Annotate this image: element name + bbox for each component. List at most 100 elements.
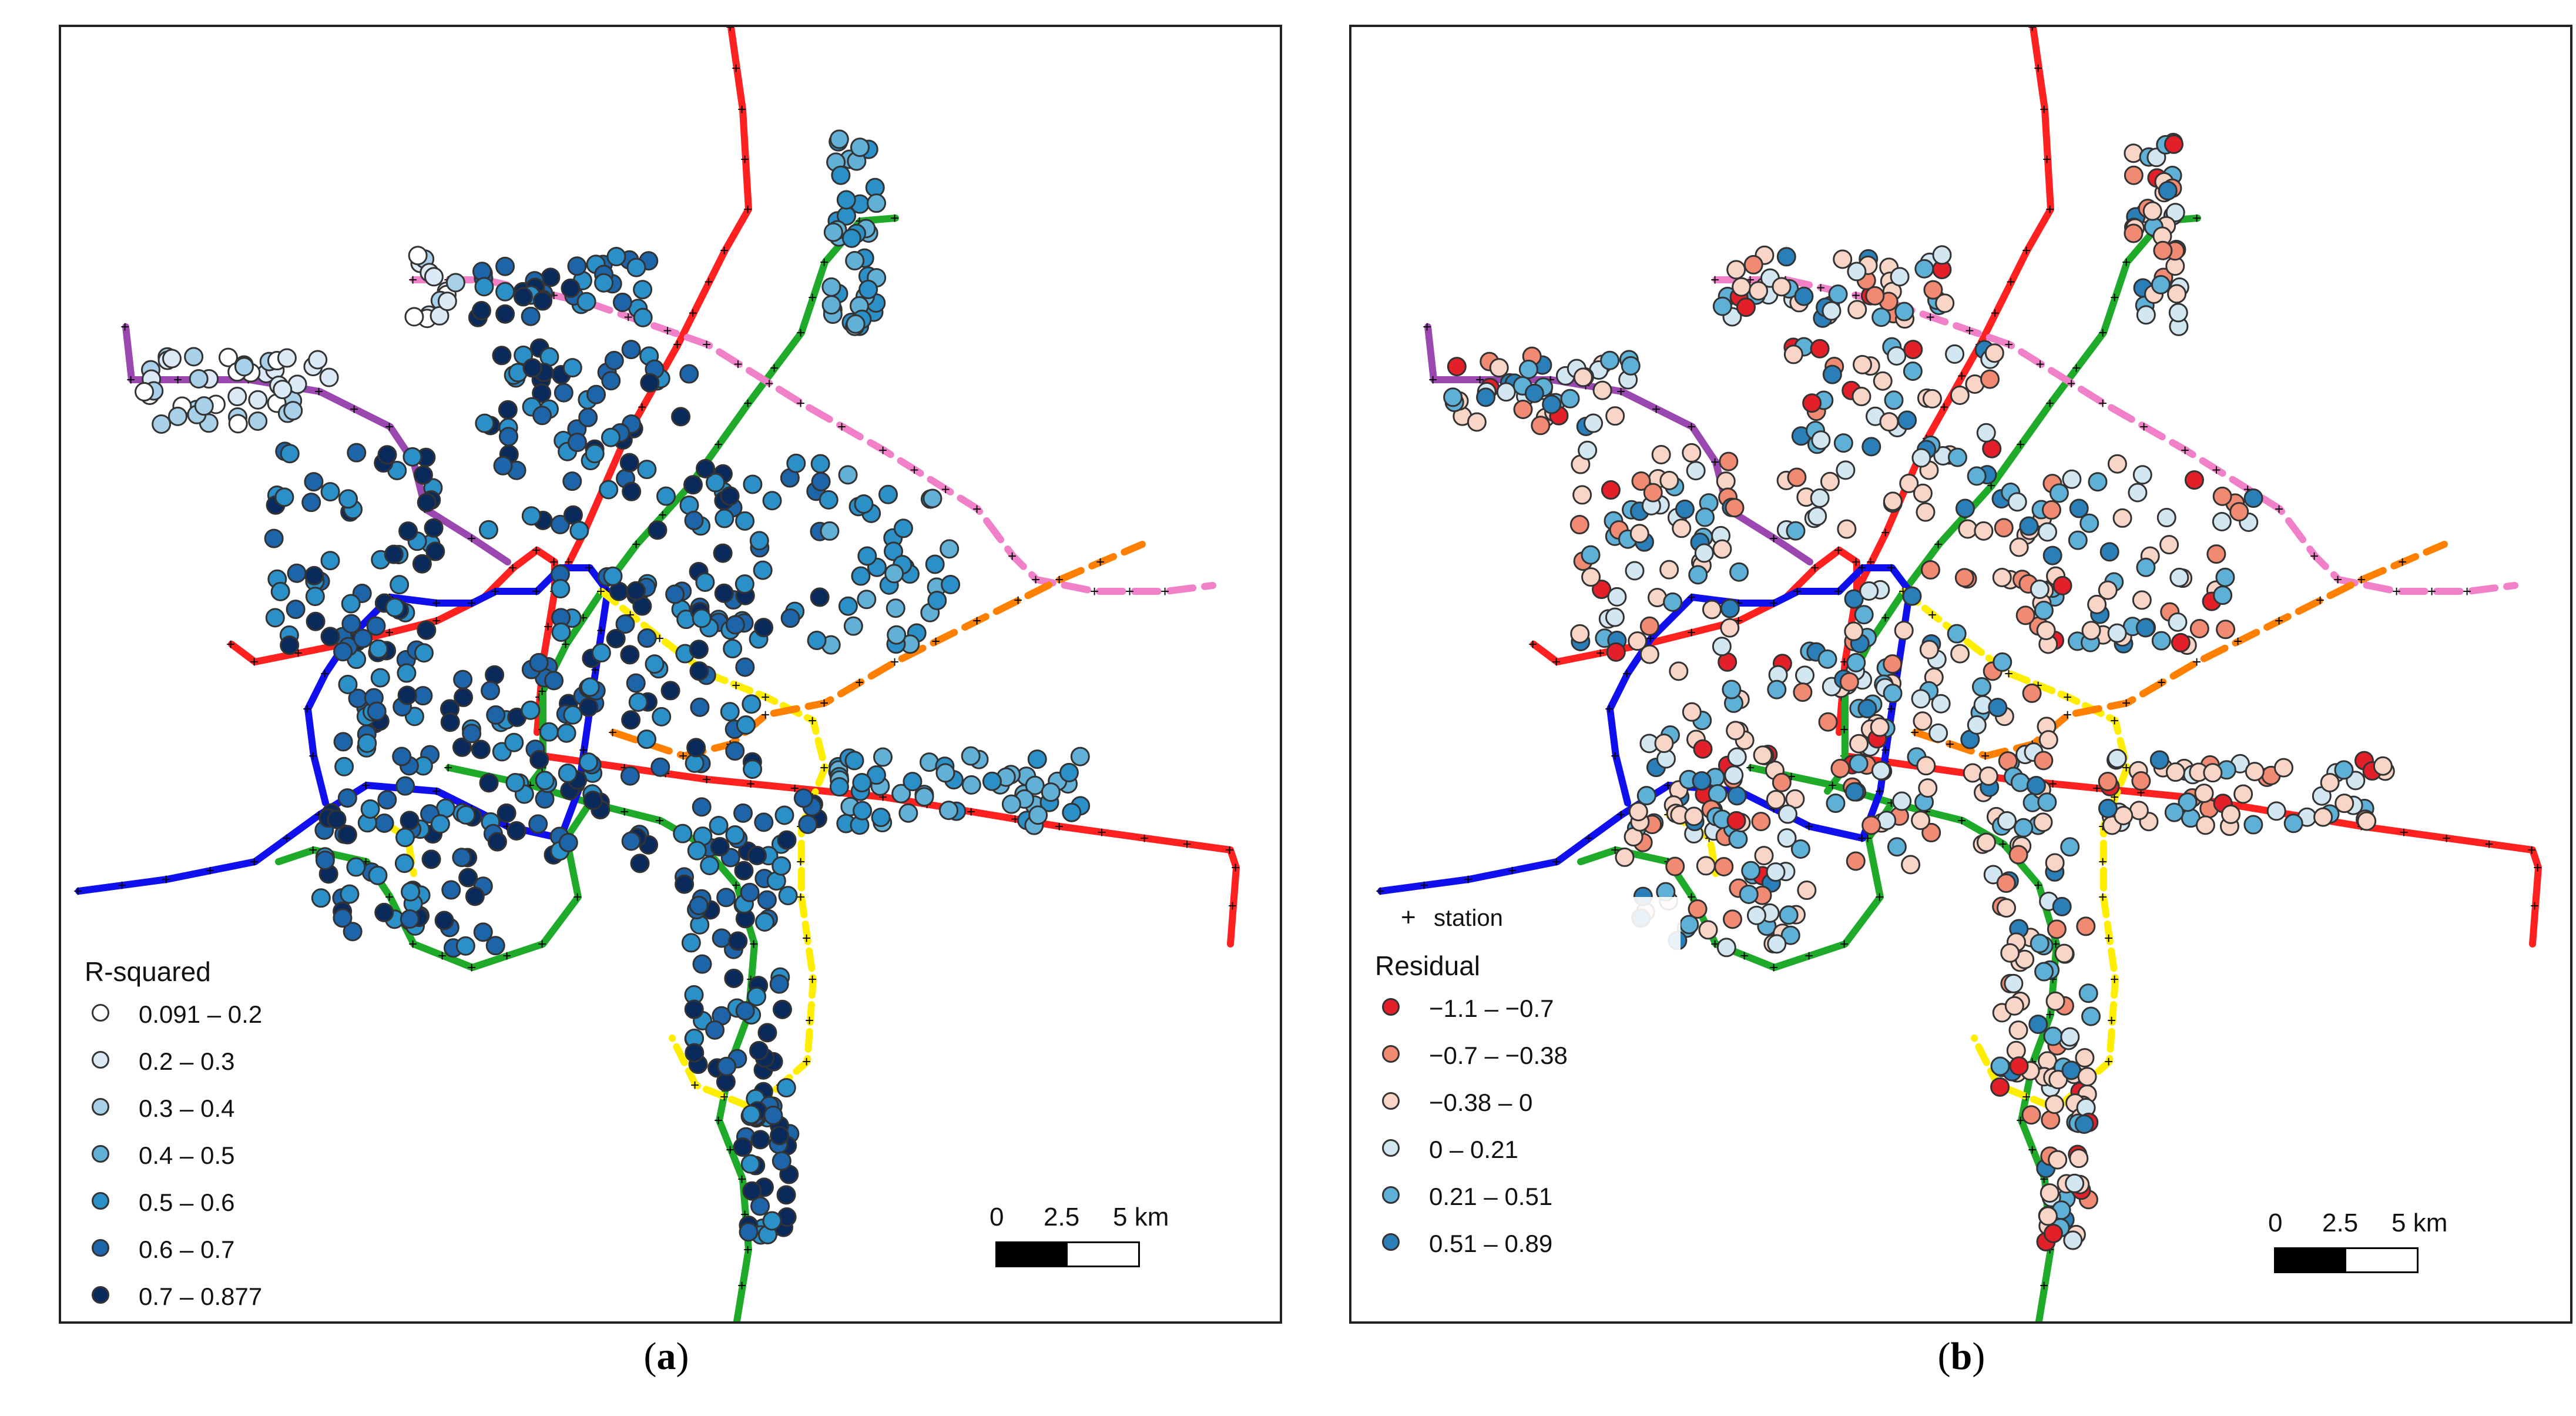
- station-marker: +: [2110, 289, 2119, 306]
- observation-point: [1605, 607, 1625, 627]
- observation-point: [750, 1130, 770, 1150]
- station-marker: +: [2022, 1088, 2031, 1106]
- observation-point: [2065, 1173, 2085, 1193]
- observation-point: [2014, 818, 2034, 838]
- observation-point: [1524, 383, 1544, 403]
- observation-point: [2165, 203, 2185, 223]
- observation-point: [280, 444, 300, 464]
- observation-point: [1767, 679, 1787, 699]
- observation-point: [1990, 1056, 2010, 1076]
- observation-point: [1853, 354, 1873, 374]
- observation-point: [395, 776, 415, 796]
- station-marker: +: [714, 436, 723, 453]
- observation-point: [452, 737, 472, 757]
- observation-point: [1947, 447, 1967, 467]
- station-marker: +: [1881, 524, 1890, 541]
- observation-point: [333, 908, 353, 928]
- station-marker: +: [2192, 653, 2201, 671]
- station-marker: +: [2016, 436, 2025, 453]
- station-marker: +: [941, 481, 950, 498]
- station-marker: +: [2022, 242, 2031, 259]
- observation-point: [504, 732, 524, 752]
- observation-point: [2128, 483, 2148, 503]
- observation-point: [1920, 560, 1940, 580]
- observation-point: [633, 280, 653, 300]
- observation-point: [2153, 240, 2173, 260]
- observation-point: [437, 292, 457, 312]
- observation-point: [270, 581, 290, 601]
- observation-point: [887, 625, 907, 645]
- observation-point: [458, 868, 478, 888]
- observation-point: [440, 712, 460, 732]
- observation-point: [2048, 1150, 2068, 1170]
- station-marker: +: [740, 150, 749, 168]
- observation-point: [1727, 747, 1747, 767]
- observation-point: [1476, 387, 1496, 407]
- legend-swatch: [1382, 1139, 1400, 1157]
- observation-point: [1902, 586, 1922, 606]
- station-marker: +: [1183, 835, 1192, 853]
- observation-point: [1794, 286, 1814, 306]
- observation-point: [2357, 811, 2377, 831]
- station-marker: +: [1616, 806, 1625, 824]
- station-marker: +: [1428, 371, 1437, 389]
- observation-point: [2026, 775, 2046, 795]
- observation-point: [2313, 807, 2333, 827]
- station-marker: +: [2122, 253, 2131, 271]
- station-marker: +: [73, 882, 82, 900]
- station-marker: +: [1090, 583, 1099, 600]
- station-marker: +: [890, 653, 899, 671]
- observation-point: [689, 661, 709, 681]
- observation-point: [1873, 371, 1893, 391]
- observation-point: [580, 677, 600, 697]
- observation-point: [656, 486, 676, 506]
- observation-point: [1894, 302, 1914, 322]
- observation-point: [724, 969, 744, 989]
- observation-point: [357, 733, 377, 753]
- station-marker: +: [737, 1170, 746, 1188]
- observation-point: [1802, 393, 1822, 413]
- observation-point: [273, 380, 293, 400]
- observation-point: [619, 453, 639, 473]
- observation-point: [1001, 794, 1021, 814]
- station-marker: +: [2028, 1141, 2037, 1159]
- observation-point: [492, 346, 512, 366]
- station-marker: +: [808, 712, 817, 729]
- observation-point: [1772, 277, 1792, 297]
- observation-point: [2074, 1114, 2094, 1134]
- observation-point: [1913, 711, 1933, 731]
- observation-point: [622, 481, 642, 501]
- observation-point: [578, 407, 598, 427]
- observation-point: [1826, 794, 1846, 814]
- observation-point: [308, 350, 328, 370]
- observation-point: [475, 413, 495, 433]
- observation-point: [1978, 766, 1998, 786]
- observation-point: [2033, 812, 2053, 832]
- observation-point: [304, 472, 324, 492]
- observation-point: [2098, 580, 2118, 600]
- observation-point: [829, 777, 849, 797]
- observation-point: [742, 694, 762, 714]
- observation-point: [368, 865, 388, 885]
- station-marker: +: [385, 888, 394, 906]
- station-marker: +: [2110, 970, 2119, 988]
- station-marker: +: [2045, 200, 2054, 218]
- observation-point: [2022, 683, 2042, 703]
- observation-point: [1990, 1077, 2010, 1097]
- station-marker: +: [2098, 394, 2107, 412]
- station-marker: +: [702, 771, 711, 788]
- observation-point: [2212, 486, 2232, 506]
- observation-point: [725, 741, 745, 761]
- observation-point: [1846, 652, 1866, 672]
- station-marker: +: [2006, 273, 2015, 290]
- observation-point: [838, 596, 858, 616]
- observation-point: [1605, 406, 1625, 426]
- station-marker: +: [663, 322, 672, 340]
- observation-point: [1818, 712, 1838, 732]
- station-marker: +: [820, 694, 829, 712]
- observation-point: [400, 811, 420, 831]
- legend-swatch: [92, 1098, 109, 1116]
- observation-point: [539, 722, 559, 742]
- observation-point: [304, 565, 324, 585]
- observation-point: [286, 600, 306, 620]
